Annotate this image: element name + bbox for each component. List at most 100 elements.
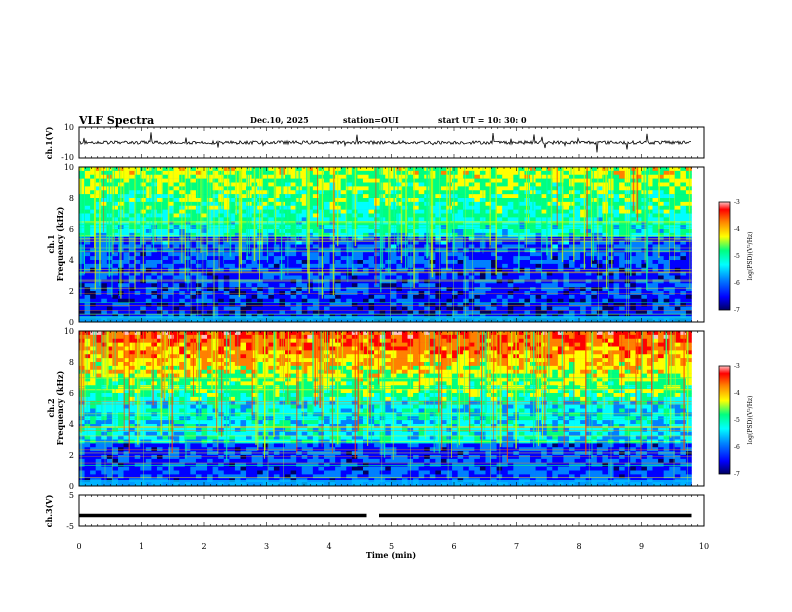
spec-cell [268, 174, 275, 179]
spec-cell [580, 221, 587, 226]
spec-cell [290, 201, 297, 207]
spec-cell [290, 283, 297, 288]
spec-cell [580, 232, 587, 238]
spec-cell [362, 229, 369, 234]
spec-cell [680, 205, 687, 210]
spec-cell [574, 279, 581, 284]
spec-cell [413, 338, 419, 343]
spec-cell [357, 302, 364, 307]
spec-cell [401, 182, 408, 187]
spec-cell [279, 256, 286, 261]
spec-cell [569, 291, 575, 296]
spec-cell [290, 306, 297, 311]
spec-cell [234, 291, 241, 296]
spec-cell [362, 182, 369, 187]
spec-cell [518, 334, 525, 340]
spec-cell [574, 302, 581, 307]
spec-cell [90, 209, 97, 214]
spec-cell [273, 194, 280, 199]
spec-cell [585, 331, 592, 336]
spec-cell [557, 275, 564, 280]
spec-cell [112, 287, 119, 292]
spec-cell [613, 252, 620, 257]
spec-cell [134, 170, 141, 176]
spec-cell [524, 334, 531, 340]
spec-cell [357, 298, 364, 303]
spec-cell [312, 232, 319, 238]
spec-cell [513, 217, 520, 222]
spec-cell [457, 170, 464, 176]
spec-cell [212, 283, 219, 288]
spec-cell [457, 283, 464, 288]
spec-cell [396, 194, 403, 199]
spec-cell [630, 244, 637, 249]
spec-cell [357, 170, 364, 176]
spec-cell [112, 190, 119, 195]
spec-cell [435, 287, 442, 292]
spec-cell [329, 217, 336, 222]
spec-cell [285, 275, 291, 280]
spec-cell [346, 302, 353, 307]
spec-cell [424, 271, 431, 276]
spec-cell [613, 244, 620, 249]
spec-cell [218, 201, 225, 207]
spec-cell [307, 338, 314, 343]
spec-cell [674, 174, 681, 179]
spec-cell [290, 334, 297, 340]
spec-cell [290, 252, 297, 257]
spec-cell [257, 279, 264, 284]
spec-cell [151, 178, 158, 183]
spec-cell [162, 252, 169, 257]
spec-cell [596, 178, 603, 183]
spec-cell [613, 167, 620, 172]
spec-cell [496, 217, 503, 222]
spec-cell [518, 338, 525, 343]
spec-cell [374, 190, 380, 195]
spec-cell [669, 225, 676, 230]
spec-cell [101, 260, 108, 265]
spec-cell [580, 260, 587, 265]
spec-cell [329, 306, 336, 311]
spec-cell [569, 294, 575, 300]
spec-cell [680, 338, 687, 343]
spec-cell [324, 229, 330, 234]
spec-cell [552, 244, 559, 249]
spec-cell [663, 186, 670, 191]
spec-cell [262, 275, 269, 280]
spec-cell [518, 310, 525, 315]
spec-cell [390, 279, 397, 284]
spec-cell [201, 213, 208, 218]
spec-cell [340, 338, 347, 343]
spec-cell [129, 302, 135, 307]
spec-cell [463, 334, 470, 340]
spec-cell [390, 256, 397, 261]
spec-cell [201, 275, 208, 280]
spec-cell [340, 279, 347, 284]
spec-cell [452, 260, 458, 265]
spec-cell [563, 279, 570, 284]
spec-cell [530, 338, 536, 343]
spec-cell [240, 331, 247, 336]
spec-cell [129, 194, 135, 199]
spec-cell [602, 334, 609, 340]
spec-cell [156, 334, 163, 340]
spec-cell [351, 306, 358, 311]
spec-cell [624, 174, 631, 179]
spec-cell [440, 174, 447, 179]
spec-cell [101, 252, 108, 257]
spec-cell [546, 244, 553, 249]
spec-cell [273, 217, 280, 222]
spec-cell [374, 225, 380, 230]
spec-cell [479, 279, 486, 284]
spec-cell [374, 170, 380, 176]
spec-cell [129, 263, 135, 269]
spec-cell [168, 252, 174, 257]
spec-cell [229, 294, 236, 300]
spec-cell [201, 291, 208, 296]
spec-cell [251, 294, 258, 300]
spec-cell [541, 279, 548, 284]
spec-cell [658, 232, 664, 238]
spec-cell [468, 271, 475, 276]
spec-cell [307, 186, 314, 191]
spec-cell [646, 217, 653, 222]
